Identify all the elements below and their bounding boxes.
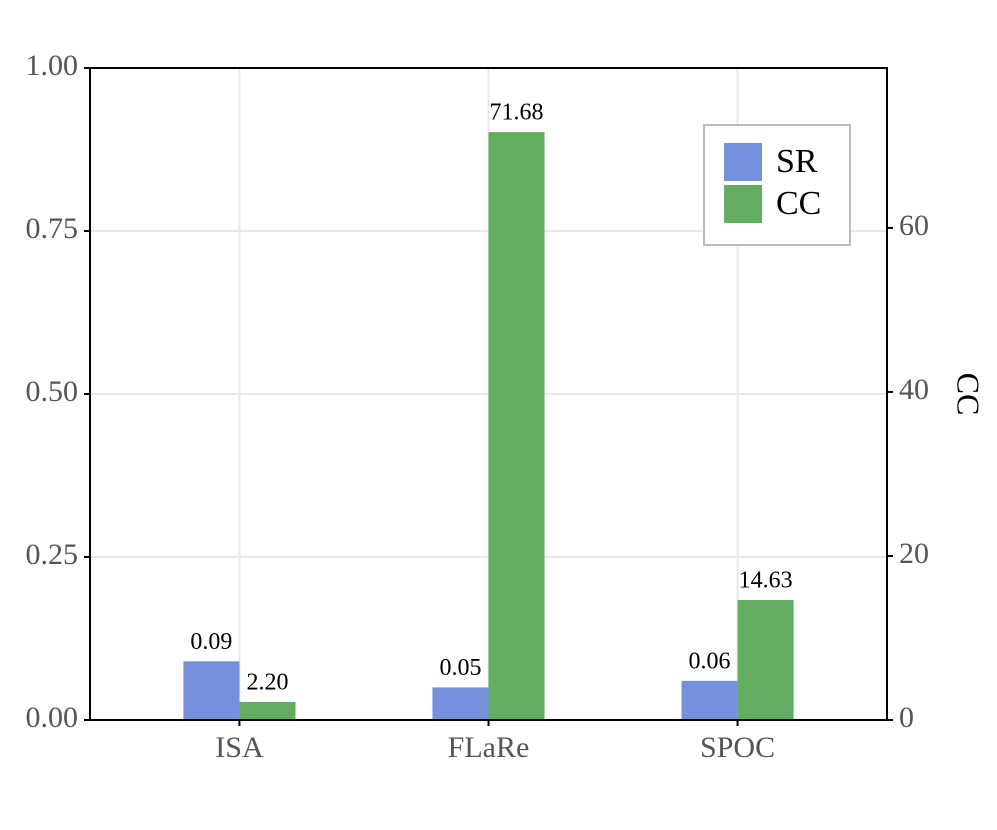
bar [488, 132, 545, 720]
y2-tick-label: 0 [899, 701, 914, 734]
value-label: 0.06 [689, 648, 731, 674]
x-tick-label: FLaRe [448, 731, 530, 764]
x-tick-label: ISA [215, 731, 264, 764]
value-label: 71.68 [490, 100, 544, 126]
value-label: 2.20 [246, 669, 288, 695]
value-label: 0.09 [190, 629, 232, 655]
y-tick-label: 0.50 [26, 375, 79, 408]
y2-tick-label: 40 [899, 373, 929, 406]
legend-swatch [724, 185, 762, 223]
y-tick-label: 1.00 [26, 49, 79, 82]
legend-label: SR [776, 143, 818, 180]
y-tick-label: 0.25 [26, 538, 79, 571]
legend-label: CC [776, 185, 821, 222]
bar [432, 687, 489, 720]
value-label: 0.05 [439, 655, 481, 681]
x-tick-label: SPOC [700, 731, 775, 764]
bar [239, 701, 296, 720]
y-tick-label: 0.75 [26, 212, 79, 245]
bar [681, 680, 738, 720]
plot-frame [89, 67, 888, 721]
y-tick-label: 0.00 [26, 701, 79, 734]
y2-tick-label: 20 [899, 537, 929, 570]
bar [183, 661, 240, 720]
bar [737, 600, 794, 720]
y2-tick-label: 60 [899, 209, 929, 242]
legend-swatch [724, 143, 762, 181]
value-label: 14.63 [739, 568, 793, 594]
y2-axis-label: CC [951, 373, 987, 416]
